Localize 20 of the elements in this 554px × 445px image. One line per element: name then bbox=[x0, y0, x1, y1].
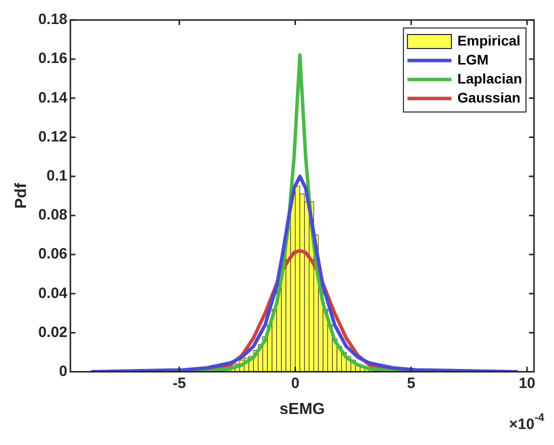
y-tick-label: 0.06 bbox=[38, 246, 68, 263]
x-tick-label: -5 bbox=[172, 374, 186, 392]
x-axis-title: sEMG bbox=[280, 400, 325, 418]
legend-label: Gaussian bbox=[457, 89, 520, 106]
y-tick-label: 0.18 bbox=[38, 11, 68, 28]
legend-label: Empirical bbox=[457, 32, 520, 48]
x-tick-label: 10 bbox=[518, 374, 536, 392]
y-tick-label: 0 bbox=[59, 362, 68, 380]
y-tick-label: 0.08 bbox=[38, 206, 68, 224]
y-tick-label: 0.16 bbox=[38, 50, 68, 68]
y-tick-label: 0.02 bbox=[38, 324, 68, 341]
y-tick-label: 0.04 bbox=[38, 284, 68, 302]
legend-label: Laplacian bbox=[457, 70, 522, 86]
x-tick-label: 0 bbox=[291, 374, 300, 392]
y-tick-label: 0.1 bbox=[46, 167, 68, 184]
y-tick-label: 0.14 bbox=[38, 89, 68, 106]
x-tick-label: 5 bbox=[406, 374, 416, 392]
legend-label: LGM bbox=[457, 51, 489, 68]
y-tick-label: 0.12 bbox=[38, 128, 68, 146]
y-axis-title: Pdf bbox=[13, 182, 30, 209]
